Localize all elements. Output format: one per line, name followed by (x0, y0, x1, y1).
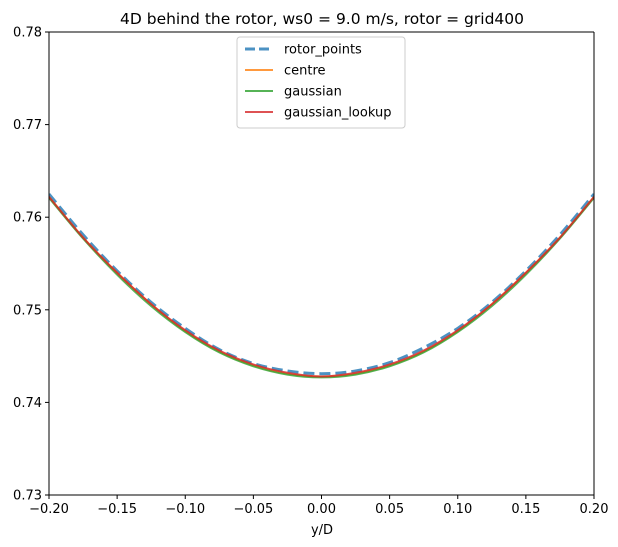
y-tick-label: 0.77 (13, 118, 42, 133)
legend-label-gaussian-lookup: gaussian_lookup (284, 106, 391, 121)
x-tick-label: 0.20 (580, 502, 609, 517)
x-tick-label: −0.15 (97, 502, 137, 517)
series-layer (49, 193, 594, 379)
x-tick-label: 0.05 (375, 502, 404, 517)
y-tick-label: 0.76 (13, 211, 42, 226)
x-tick-label: 0.00 (307, 502, 336, 517)
legend-box (236, 36, 406, 129)
series-line-rotor-points (49, 193, 594, 376)
y-tick-label: 0.74 (13, 396, 42, 411)
x-axis-label: y/D (311, 523, 333, 538)
chart-title: 4D behind the rotor, ws0 = 9.0 m/s, roto… (120, 10, 524, 28)
series-line-gaussian-lookup (49, 196, 594, 378)
y-tick-label: 0.75 (13, 303, 42, 318)
x-tick-label: 0.10 (443, 502, 472, 517)
y-tick-label: 0.78 (13, 26, 42, 41)
y-axis-ticks: 0.73 0.74 0.75 0.76 0.77 0.78 (13, 26, 49, 504)
x-tick-label: 0.15 (511, 502, 540, 517)
legend-label-centre: centre (284, 64, 326, 79)
legend-label-gaussian: gaussian (284, 85, 342, 100)
y-tick-label: 0.73 (13, 489, 42, 504)
x-tick-label: −0.05 (233, 502, 273, 517)
x-axis-ticks: −0.20 −0.15 −0.10 −0.05 0.00 0.05 0.10 0.15 0.20 (29, 495, 608, 517)
legend-label-rotor-points: rotor_points (284, 43, 362, 58)
x-tick-label: −0.10 (165, 502, 205, 517)
x-tick-label: −0.20 (29, 502, 69, 517)
